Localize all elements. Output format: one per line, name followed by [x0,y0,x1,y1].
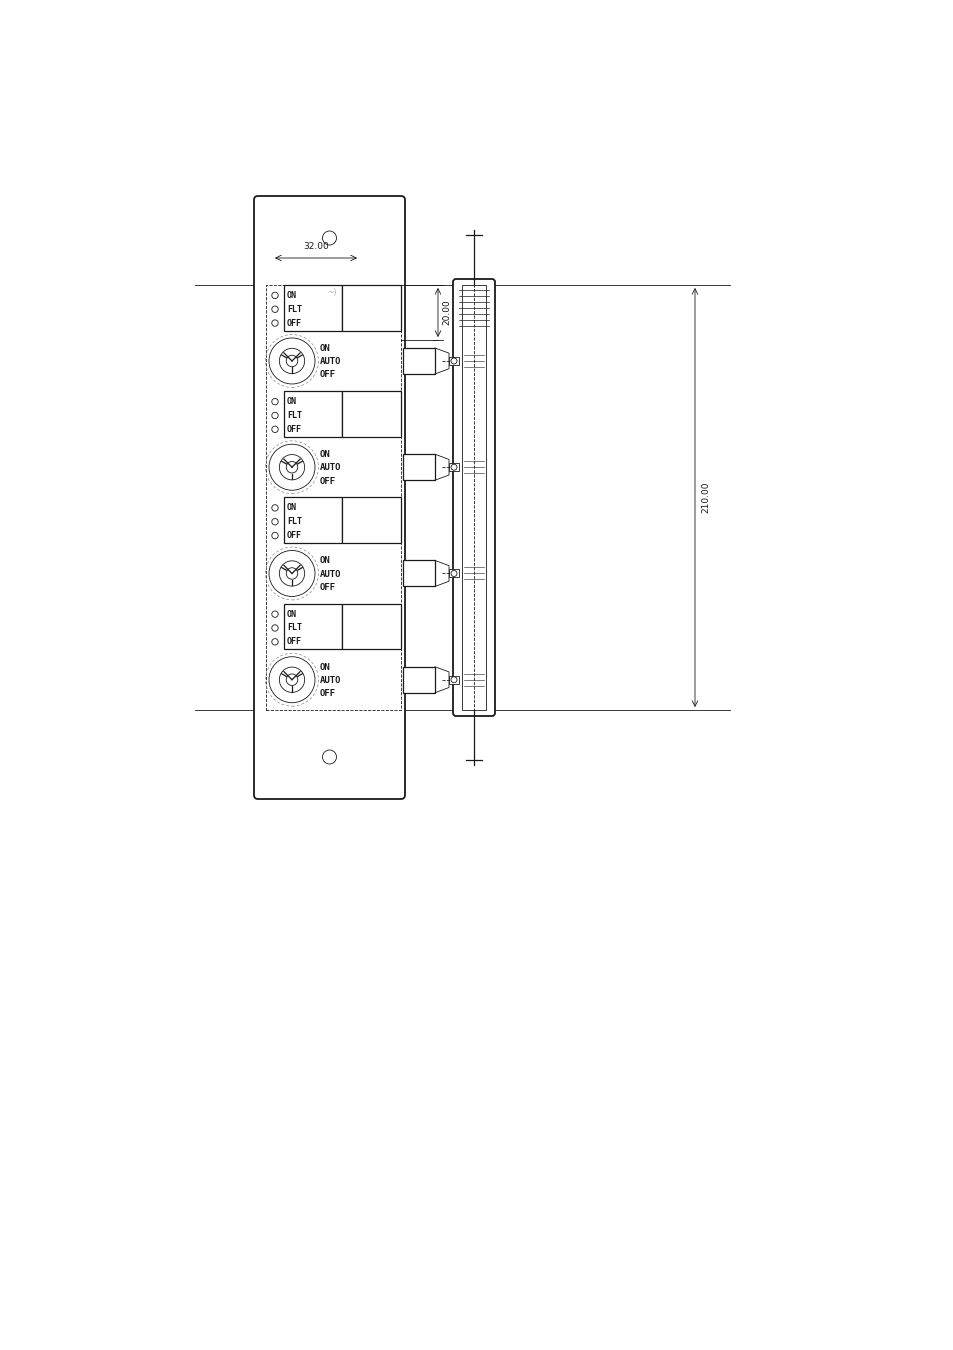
Bar [284,603,341,649]
Circle shape [279,348,304,374]
Text: ON: ON [319,450,331,459]
Text: ON: ON [287,397,296,406]
Text: OFF: OFF [287,531,302,540]
Text: FLT: FLT [287,410,302,420]
Text: ~): ~) [327,288,336,297]
Text: ON: ON [319,556,331,566]
Bar [266,285,400,710]
Circle shape [272,625,278,632]
Circle shape [269,656,314,703]
Bar [341,285,400,331]
Text: AUTO: AUTO [319,358,341,366]
Circle shape [272,639,278,645]
Bar [461,285,485,710]
Bar [284,392,341,437]
Text: OFF: OFF [319,583,335,593]
Circle shape [272,412,278,418]
Text: OFF: OFF [287,425,302,433]
Text: FLT: FLT [287,517,302,526]
Text: ON: ON [287,290,296,300]
Circle shape [451,464,456,470]
Text: FLT: FLT [287,305,302,313]
Bar [402,348,435,374]
Text: ON: ON [287,610,296,618]
Bar [449,463,458,471]
Text: ON: ON [319,344,331,352]
Circle shape [286,568,297,579]
Circle shape [272,306,278,312]
Circle shape [279,560,304,586]
Circle shape [286,462,297,472]
Text: 32.00: 32.00 [303,242,329,251]
Text: OFF: OFF [319,690,335,698]
Text: AUTO: AUTO [319,463,341,472]
Circle shape [322,751,336,764]
Bar [402,667,435,693]
Text: AUTO: AUTO [319,676,341,684]
FancyBboxPatch shape [453,279,495,716]
Bar [449,356,458,365]
Bar [341,603,400,649]
Text: 20.00: 20.00 [441,300,451,325]
Text: AUTO: AUTO [319,570,341,579]
Bar [402,560,435,586]
Bar [449,570,458,578]
Bar [449,676,458,683]
Circle shape [272,532,278,539]
Circle shape [279,667,304,693]
Bar [402,454,435,481]
Text: OFF: OFF [287,637,302,647]
FancyBboxPatch shape [253,196,405,799]
Text: OFF: OFF [319,477,335,486]
Circle shape [272,518,278,525]
Circle shape [286,674,297,686]
Text: ON: ON [287,504,296,513]
Bar [284,285,341,331]
Circle shape [269,444,314,490]
Bar [341,498,400,543]
Circle shape [269,338,314,383]
Circle shape [272,398,278,405]
Text: 210.00: 210.00 [700,482,709,513]
Circle shape [286,355,297,367]
Circle shape [451,358,456,364]
Text: FLT: FLT [287,624,302,633]
Circle shape [451,571,456,576]
Circle shape [451,676,456,683]
Circle shape [272,505,278,512]
Circle shape [272,427,278,432]
Circle shape [322,231,336,244]
Circle shape [279,455,304,479]
Text: OFF: OFF [319,370,335,379]
Circle shape [272,612,278,617]
Bar [284,498,341,543]
Text: OFF: OFF [287,319,302,328]
Circle shape [272,320,278,327]
Circle shape [272,292,278,298]
Bar [341,392,400,437]
Circle shape [269,551,314,597]
Text: ON: ON [319,663,331,671]
